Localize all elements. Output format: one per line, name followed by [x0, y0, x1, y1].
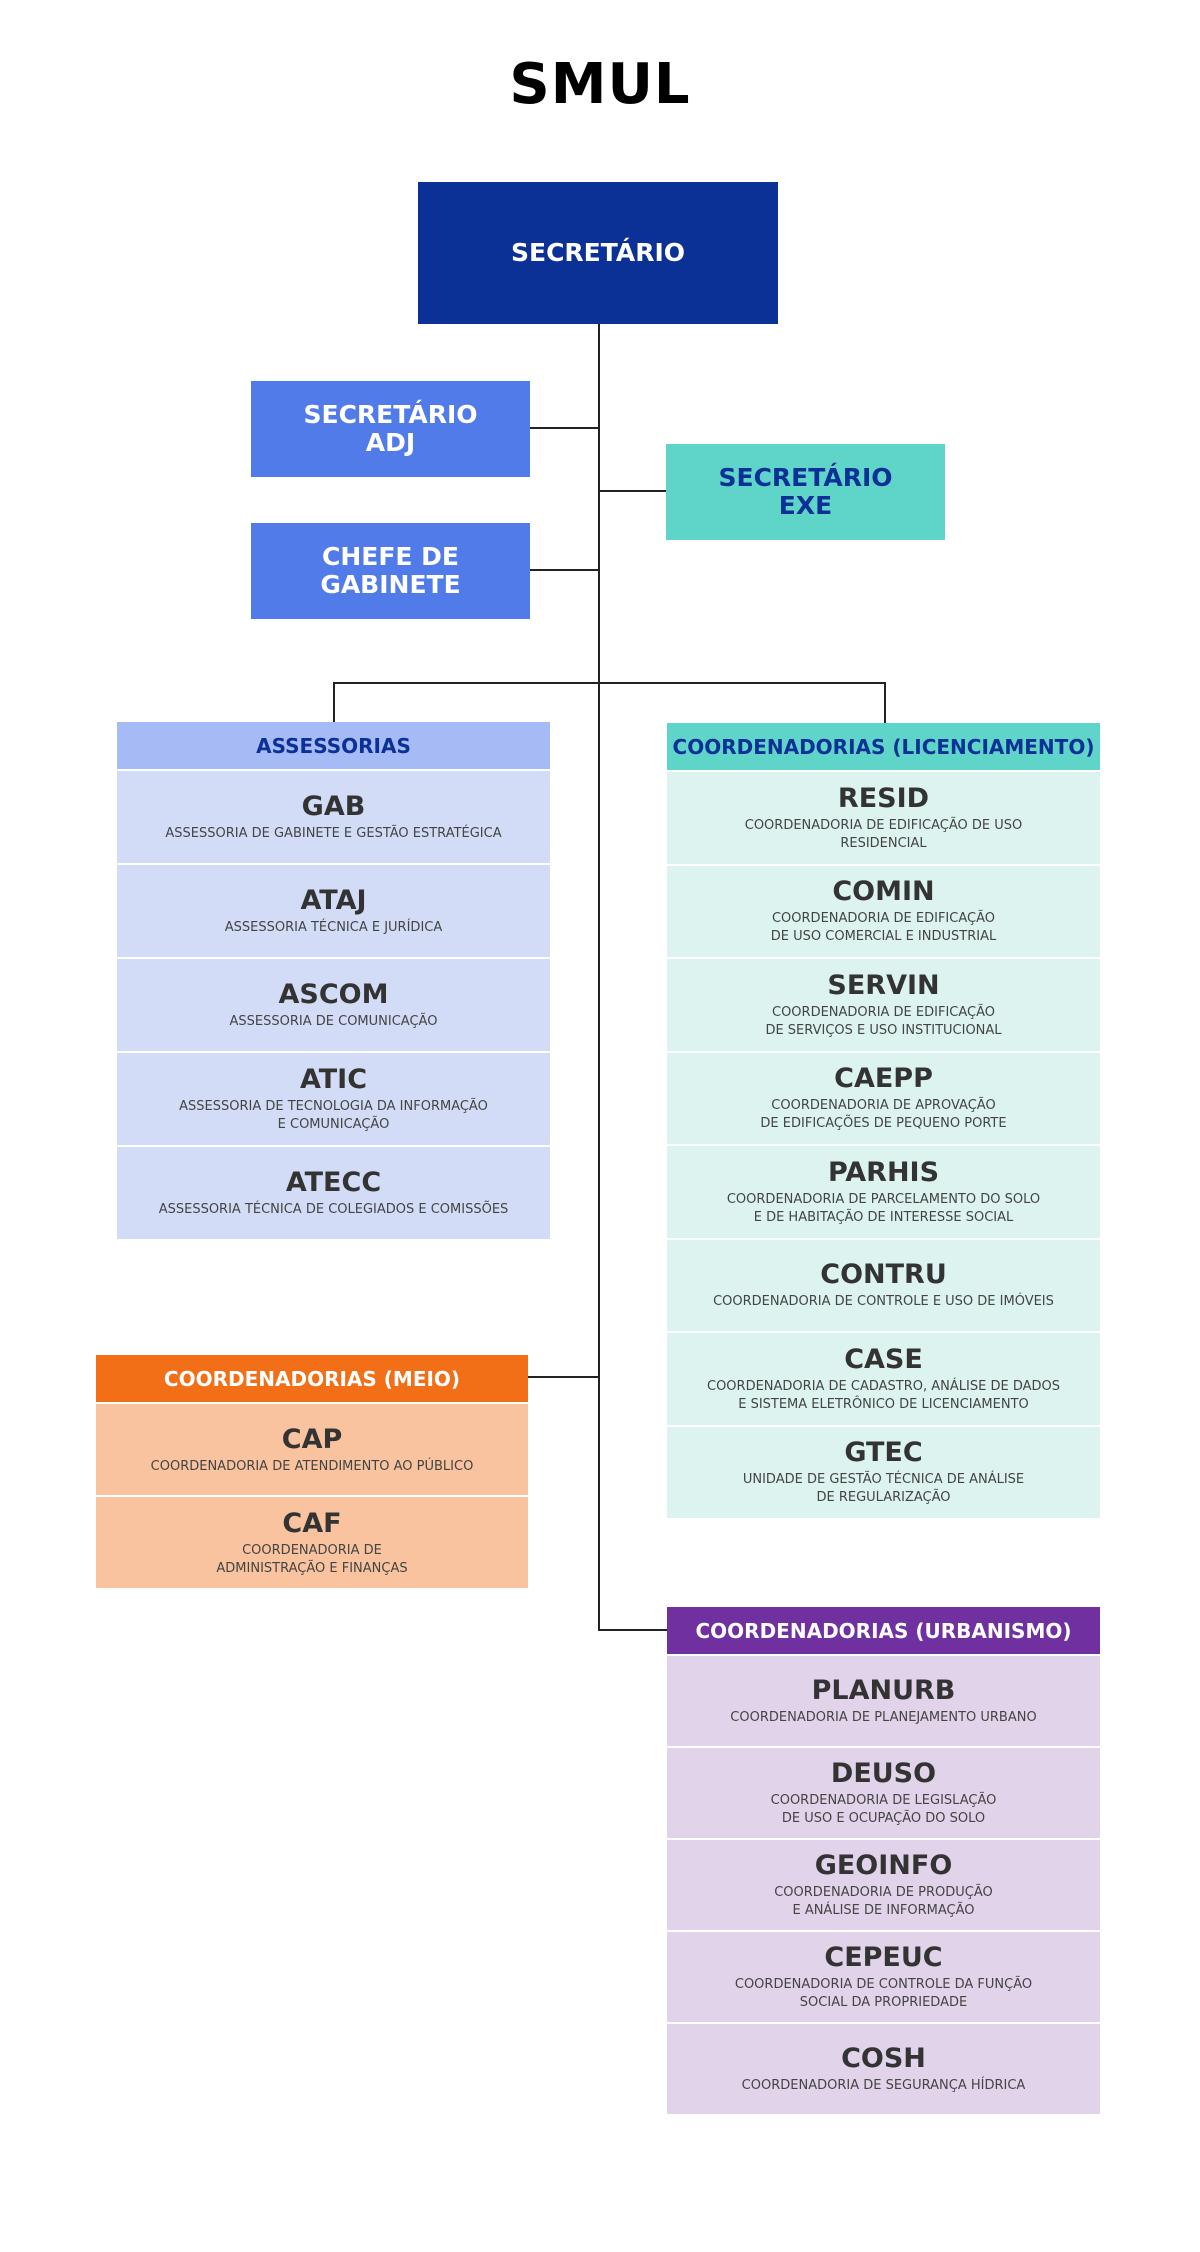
group-urbanismo: COORDENADORIAS (URBANISMO) PLANURB COORDEN…	[667, 1607, 1100, 2114]
unit-caf: CAF COORDENADORIA DE ADMINISTRAÇÃO E FINA…	[96, 1495, 528, 1588]
unit-acronym: COMIN	[832, 876, 935, 908]
unit-description: COORDENADORIA DE PLANEJAMENTO URBANO	[730, 1710, 1037, 1725]
unit-acronym: GAB	[301, 791, 366, 822]
group-header: ASSESSORIAS	[117, 722, 550, 769]
unit-geoinfo: GEOINFO COORDENADORIA DE PRODUÇÃO E ANÁLI…	[667, 1838, 1100, 1930]
chart-title: SMUL	[509, 52, 691, 117]
connector-urbanismo	[598, 1629, 667, 1631]
unit-acronym: ATECC	[285, 1167, 382, 1198]
unit-deuso: DEUSO COORDENADORIA DE LEGISLAÇÃO DE USO …	[667, 1746, 1100, 1838]
unit-acronym: COSH	[841, 2043, 926, 2074]
unit-servin: SERVIN COORDENADORIA DE EDIFICAÇÃO DE SER…	[667, 957, 1100, 1051]
unit-description: UNIDADE DE GESTÃO TÉCNICA DE ANÁLISE DE …	[742, 1472, 1025, 1506]
unit-resid: RESID COORDENADORIA DE EDIFICAÇÃO DE USO …	[667, 770, 1100, 864]
secretario-exe-box: SECRETÁRIO EXE	[666, 444, 945, 540]
unit-acronym: CASE	[844, 1343, 923, 1375]
unit-contru: CONTRU COORDENADORIA DE CONTROLE E USO DE…	[667, 1237, 1100, 1331]
chefe-gabinete-box: CHEFE DE GABINETE	[251, 523, 530, 619]
unit-cap: CAP COORDENADORIA DE ATENDIMENTO AO PÚBLI…	[96, 1402, 528, 1495]
connector-branch-bar	[333, 682, 886, 684]
connector-meio	[528, 1376, 599, 1378]
group-header: COORDENADORIAS (MEIO)	[96, 1355, 528, 1402]
connector-adj	[530, 427, 599, 429]
group-licenciamento: COORDENADORIAS (LICENCIAMENTO) RESID COORD…	[667, 723, 1100, 1518]
unit-acronym: CEPEUC	[824, 1942, 943, 1973]
unit-comin: COMIN COORDENADORIA DE EDIFICAÇÃO DE USO …	[667, 863, 1100, 957]
unit-description: COORDENADORIA DE CONTROLE DA FUNÇÃO SOCI…	[734, 1977, 1033, 2010]
unit-acronym: SERVIN	[827, 969, 940, 1001]
unit-cosh: COSH COORDENADORIA DE SEGURANÇA HÍDRICA	[667, 2022, 1100, 2114]
unit-description: COORDENADORIA DE ADMINISTRAÇÃO E FINANÇA…	[216, 1542, 408, 1576]
secretario-adj-box: SECRETÁRIO ADJ	[251, 381, 530, 477]
unit-parhis: PARHIS COORDENADORIA DE PARCELAMENTO DO S…	[667, 1144, 1100, 1238]
unit-cepeuc: CEPEUC COORDENADORIA DE CONTROLE DA FUNÇÃ…	[667, 1930, 1100, 2022]
unit-acronym: CAEPP	[834, 1063, 933, 1095]
unit-acronym: RESID	[837, 782, 930, 814]
unit-description: COORDENADORIA DE EDIFICAÇÃO DE USO RESID…	[744, 817, 1023, 851]
unit-case: CASE COORDENADORIA DE CADASTRO, ANÁLISE D…	[667, 1331, 1100, 1425]
unit-acronym: ASCOM	[278, 979, 389, 1010]
unit-planurb: PLANURB COORDENADORIA DE PLANEJAMENTO URB…	[667, 1654, 1100, 1746]
unit-ascom: ASCOM ASSESSORIA DE COMUNICAÇÃO	[117, 957, 550, 1051]
unit-atecc: ATECC ASSESSORIA TÉCNICA DE COLEGIADOS E …	[117, 1145, 550, 1239]
unit-description: COORDENADORIA DE ATENDIMENTO AO PÚBLICO	[150, 1458, 474, 1474]
unit-description: ASSESSORIA DE GABINETE E GESTÃO ESTRATÉG…	[165, 826, 502, 841]
unit-description: COORDENADORIA DE CONTROLE E USO DE IMÓVE…	[713, 1294, 1054, 1310]
unit-description: COORDENADORIA DE APROVAÇÃO DE EDIFICAÇÕE…	[760, 1098, 1007, 1132]
unit-acronym: CONTRU	[820, 1259, 947, 1291]
unit-acronym: PLANURB	[811, 1675, 956, 1706]
unit-description: COORDENADORIA DE SEGURANÇA HÍDRICA	[741, 2078, 1026, 2093]
unit-description: ASSESSORIA DE COMUNICAÇÃO	[229, 1014, 438, 1029]
unit-acronym: GTEC	[844, 1437, 923, 1469]
unit-ataj: ATAJ ASSESSORIA TÉCNICA E JURÍDICA	[117, 863, 550, 957]
group-meio: COORDENADORIAS (MEIO) CAP COORDENADORIA DE…	[96, 1355, 528, 1588]
unit-acronym: ATIC	[299, 1064, 368, 1095]
unit-description: COORDENADORIA DE EDIFICAÇÃO DE SERVIÇOS …	[765, 1004, 1002, 1038]
group-header: COORDENADORIAS (URBANISMO)	[667, 1607, 1100, 1654]
unit-gab: GAB ASSESSORIA DE GABINETE E GESTÃO ESTRA…	[117, 769, 550, 863]
unit-acronym: CAP	[281, 1423, 343, 1455]
unit-description: ASSESSORIA TÉCNICA E JURÍDICA	[224, 920, 443, 935]
unit-acronym: PARHIS	[827, 1156, 940, 1188]
group-header: COORDENADORIAS (LICENCIAMENTO)	[667, 723, 1100, 770]
unit-acronym: DEUSO	[830, 1758, 937, 1789]
unit-description: COORDENADORIA DE PARCELAMENTO DO SOLO E …	[726, 1191, 1041, 1225]
unit-caepp: CAEPP COORDENADORIA DE APROVAÇÃO DE EDIFI…	[667, 1050, 1100, 1144]
unit-description: COORDENADORIA DE PRODUÇÃO E ANÁLISE DE I…	[774, 1885, 993, 1918]
unit-acronym: GEOINFO	[814, 1850, 953, 1881]
unit-acronym: CAF	[282, 1507, 342, 1539]
secretario-box: SECRETÁRIO	[418, 182, 778, 324]
group-assessorias: ASSESSORIAS GAB ASSESSORIA DE GABINETE E G…	[117, 722, 550, 1239]
connector-licenciamento	[884, 682, 886, 723]
unit-description: COORDENADORIA DE EDIFICAÇÃO DE USO COMER…	[770, 911, 997, 945]
unit-description: ASSESSORIA DE TECNOLOGIA DA INFORMAÇÃO E…	[179, 1099, 488, 1132]
unit-atic: ATIC ASSESSORIA DE TECNOLOGIA DA INFORMAÇ…	[117, 1051, 550, 1145]
unit-description: COORDENADORIA DE LEGISLAÇÃO DE USO E OCU…	[770, 1793, 997, 1826]
unit-description: COORDENADORIA DE CADASTRO, ANÁLISE DE DA…	[707, 1378, 1060, 1412]
connector-assessorias	[333, 682, 335, 722]
unit-gtec: GTEC UNIDADE DE GESTÃO TÉCNICA DE ANÁLISE…	[667, 1424, 1100, 1518]
connector-chefe	[530, 569, 599, 571]
connector-exe	[599, 490, 666, 492]
connector-spine	[598, 324, 600, 1631]
unit-description: ASSESSORIA TÉCNICA DE COLEGIADOS E COMIS…	[158, 1202, 509, 1217]
unit-acronym: ATAJ	[300, 885, 367, 916]
